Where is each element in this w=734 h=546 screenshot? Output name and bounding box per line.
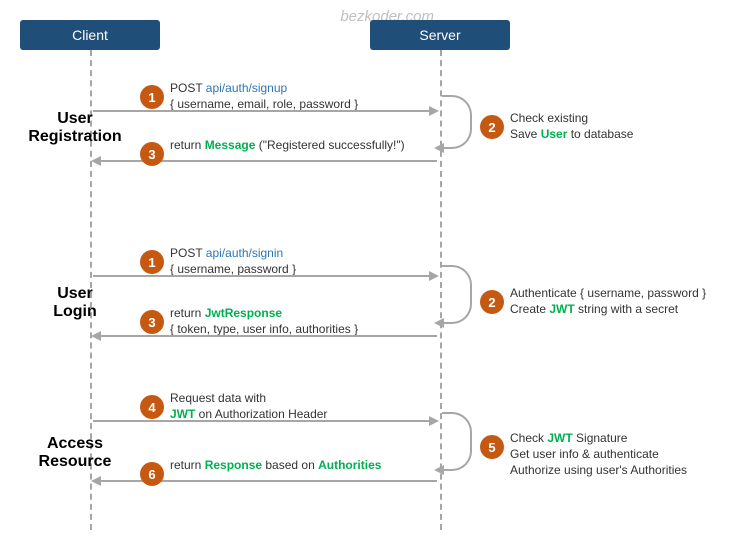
step-circle: 5: [480, 435, 504, 459]
step-text: POST api/auth/signup{ username, email, r…: [170, 80, 358, 112]
step-circle: 1: [140, 250, 164, 274]
step-circle: 3: [140, 142, 164, 166]
message-arrow: [93, 275, 437, 277]
message-arrow: [93, 335, 437, 337]
step-text: Check JWT SignatureGet user info & authe…: [510, 430, 687, 479]
step-circle: 3: [140, 310, 164, 334]
step-circle: 6: [140, 462, 164, 486]
step-text: Request data withJWT on Authorization He…: [170, 390, 327, 422]
section-label: UserRegistration: [20, 110, 130, 145]
self-message-curve: [442, 95, 472, 149]
section-label: AccessResource: [20, 435, 130, 470]
step-text: POST api/auth/signin{ username, password…: [170, 245, 296, 277]
client-header: Client: [20, 20, 160, 50]
step-text: return Message ("Registered successfully…: [170, 137, 405, 153]
self-message-curve: [442, 265, 472, 324]
self-message-curve: [442, 412, 472, 471]
step-circle: 2: [480, 290, 504, 314]
step-circle: 1: [140, 85, 164, 109]
section-label: UserLogin: [20, 285, 130, 320]
step-circle: 2: [480, 115, 504, 139]
step-text: Authenticate { username, password }Creat…: [510, 285, 706, 317]
message-arrow: [93, 110, 437, 112]
step-text: return JwtResponse{ token, type, user in…: [170, 305, 358, 337]
step-text: return Response based on Authorities: [170, 457, 381, 473]
server-header: Server: [370, 20, 510, 50]
message-arrow: [93, 420, 437, 422]
step-circle: 4: [140, 395, 164, 419]
step-text: Check existingSave User to database: [510, 110, 633, 142]
